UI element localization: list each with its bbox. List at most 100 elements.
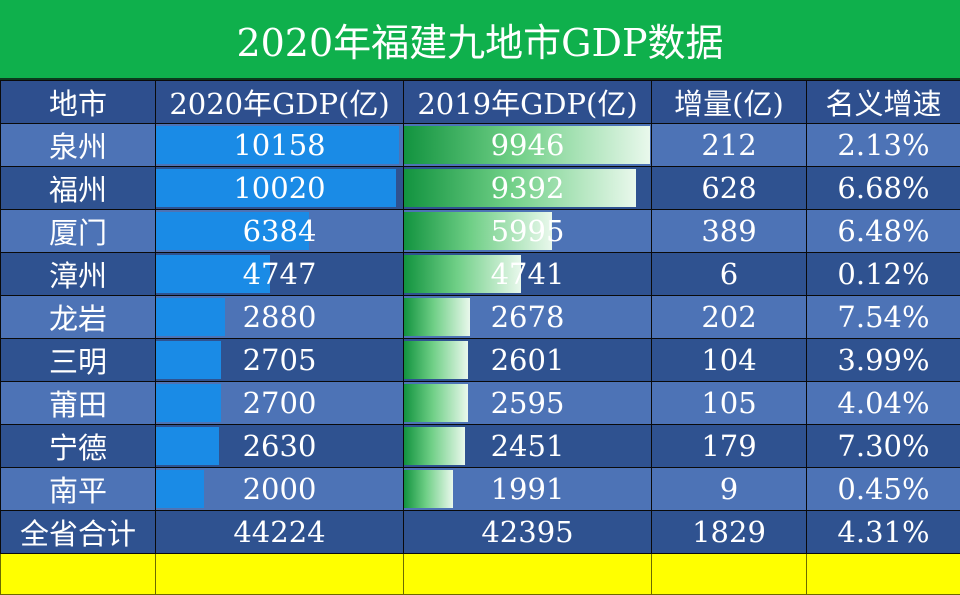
cell-increase: 104 xyxy=(652,339,807,382)
cell-increase-value: 179 xyxy=(701,429,756,463)
cell-gdp2020-value: 10158 xyxy=(233,128,325,162)
cell-increase: 9 xyxy=(652,468,807,511)
cell-increase-value: 389 xyxy=(701,214,756,248)
cell-city-value: 厦门 xyxy=(49,216,107,250)
cell-gdp2020-value: 2880 xyxy=(243,300,317,334)
cell-city-value: 泉州 xyxy=(49,130,107,164)
cell-city-value: 龙岩 xyxy=(49,302,107,336)
cell-city-value: 漳州 xyxy=(49,259,107,293)
cell-city: 宁德 xyxy=(1,425,156,468)
cell-increase-value: 6 xyxy=(720,257,738,291)
cell-gdp2019: 1991 xyxy=(404,468,652,511)
cell-gdp2020: 10020 xyxy=(156,167,404,210)
footer-cell xyxy=(404,554,652,595)
cell-city-value: 福州 xyxy=(49,173,107,207)
header-increase: 增量(亿) xyxy=(652,81,807,124)
cell-gdp2019: 2601 xyxy=(404,339,652,382)
cell-gdp2019-value: 4741 xyxy=(491,257,565,291)
cell-gdp2020-value: 2630 xyxy=(243,429,317,463)
cell-increase: 389 xyxy=(652,210,807,253)
cell-growth-value: 0.45% xyxy=(837,472,929,506)
cell-gdp2020-value: 2700 xyxy=(243,386,317,420)
cell-gdp2020-value: 2000 xyxy=(243,472,317,506)
cell-increase-value: 105 xyxy=(701,386,756,420)
cell-city: 泉州 xyxy=(1,124,156,167)
cell-city: 莆田 xyxy=(1,382,156,425)
cell-gdp2019: 9946 xyxy=(404,124,652,167)
bar-2019 xyxy=(404,341,468,379)
cell-growth: 7.54% xyxy=(807,296,960,339)
cell-city: 福州 xyxy=(1,167,156,210)
cell-increase-value: 628 xyxy=(701,171,756,205)
cell-gdp2019-value: 9392 xyxy=(491,171,565,205)
cell-gdp2020: 2705 xyxy=(156,339,404,382)
cell-growth-value: 3.99% xyxy=(837,343,929,377)
table-row: 漳州 4747 4741 6 0.12% xyxy=(1,253,960,296)
table-row: 南平 2000 1991 9 0.45% xyxy=(1,468,960,511)
page-title: 2020年福建九地市GDP数据 xyxy=(0,0,960,80)
footer-cell xyxy=(807,554,960,595)
cell-growth: 0.45% xyxy=(807,468,960,511)
cell-increase: 202 xyxy=(652,296,807,339)
cell-gdp2020: 2630 xyxy=(156,425,404,468)
cell-growth: 2.13% xyxy=(807,124,960,167)
cell-growth: 6.68% xyxy=(807,167,960,210)
cell-gdp2019: 4741 xyxy=(404,253,652,296)
footer-cell xyxy=(156,554,404,595)
cell-gdp2019-value: 2601 xyxy=(491,343,565,377)
cell-gdp2020: 2880 xyxy=(156,296,404,339)
table-row: 莆田 2700 2595 105 4.04% xyxy=(1,382,960,425)
bar-2020 xyxy=(156,384,221,422)
cell-growth: 4.04% xyxy=(807,382,960,425)
cell-increase: 212 xyxy=(652,124,807,167)
cell-increase: 6 xyxy=(652,253,807,296)
cell-gdp2020: 10158 xyxy=(156,124,404,167)
cell-gdp2019-value: 2451 xyxy=(491,429,565,463)
cell-gdp2019: 5995 xyxy=(404,210,652,253)
bar-2019 xyxy=(404,470,453,508)
cell-growth: 7.30% xyxy=(807,425,960,468)
cell-gdp2019: 2451 xyxy=(404,425,652,468)
cell-growth-value: 7.54% xyxy=(837,300,929,334)
cell-increase-value: 9 xyxy=(720,472,738,506)
cell-increase: 179 xyxy=(652,425,807,468)
cell-gdp2019-value: 2595 xyxy=(491,386,565,420)
cell-city-value: 三明 xyxy=(49,345,107,379)
header-row: 地市 2020年GDP(亿) 2019年GDP(亿) 增量(亿) 名义增速 xyxy=(1,81,960,124)
bar-2020 xyxy=(156,470,204,508)
header-city: 地市 xyxy=(1,81,156,124)
cell-city: 漳州 xyxy=(1,253,156,296)
cell-city: 南平 xyxy=(1,468,156,511)
gdp-table-figure: 2020年福建九地市GDP数据 地市 2020年GDP(亿) 2019年GDP(… xyxy=(0,0,960,571)
total-growth-value: 4.31% xyxy=(837,515,929,549)
header-gdp2020: 2020年GDP(亿) xyxy=(156,81,404,124)
bar-2020 xyxy=(156,427,219,465)
cell-growth-value: 6.48% xyxy=(837,214,929,248)
cell-growth-value: 0.12% xyxy=(837,257,929,291)
cell-gdp2019: 2595 xyxy=(404,382,652,425)
cell-increase: 628 xyxy=(652,167,807,210)
bar-2019 xyxy=(404,298,470,336)
cell-gdp2019: 9392 xyxy=(404,167,652,210)
cell-growth-value: 4.04% xyxy=(837,386,929,420)
gdp-table: 地市 2020年GDP(亿) 2019年GDP(亿) 增量(亿) 名义增速 泉州… xyxy=(0,80,960,595)
cell-gdp2020: 2000 xyxy=(156,468,404,511)
cell-city: 三明 xyxy=(1,339,156,382)
total-gdp2019: 42395 xyxy=(404,511,652,554)
total-city-value: 全省合计 xyxy=(20,517,136,551)
cell-gdp2020-value: 4747 xyxy=(243,257,317,291)
total-city: 全省合计 xyxy=(1,511,156,554)
cell-gdp2020: 6384 xyxy=(156,210,404,253)
cell-increase-value: 202 xyxy=(701,300,756,334)
cell-increase: 105 xyxy=(652,382,807,425)
cell-gdp2020-value: 6384 xyxy=(243,214,317,248)
total-increase-value: 1829 xyxy=(692,515,766,549)
table-row: 三明 2705 2601 104 3.99% xyxy=(1,339,960,382)
bar-2020 xyxy=(156,298,225,336)
table-row: 厦门 6384 5995 389 6.48% xyxy=(1,210,960,253)
cell-gdp2020-value: 2705 xyxy=(243,343,317,377)
